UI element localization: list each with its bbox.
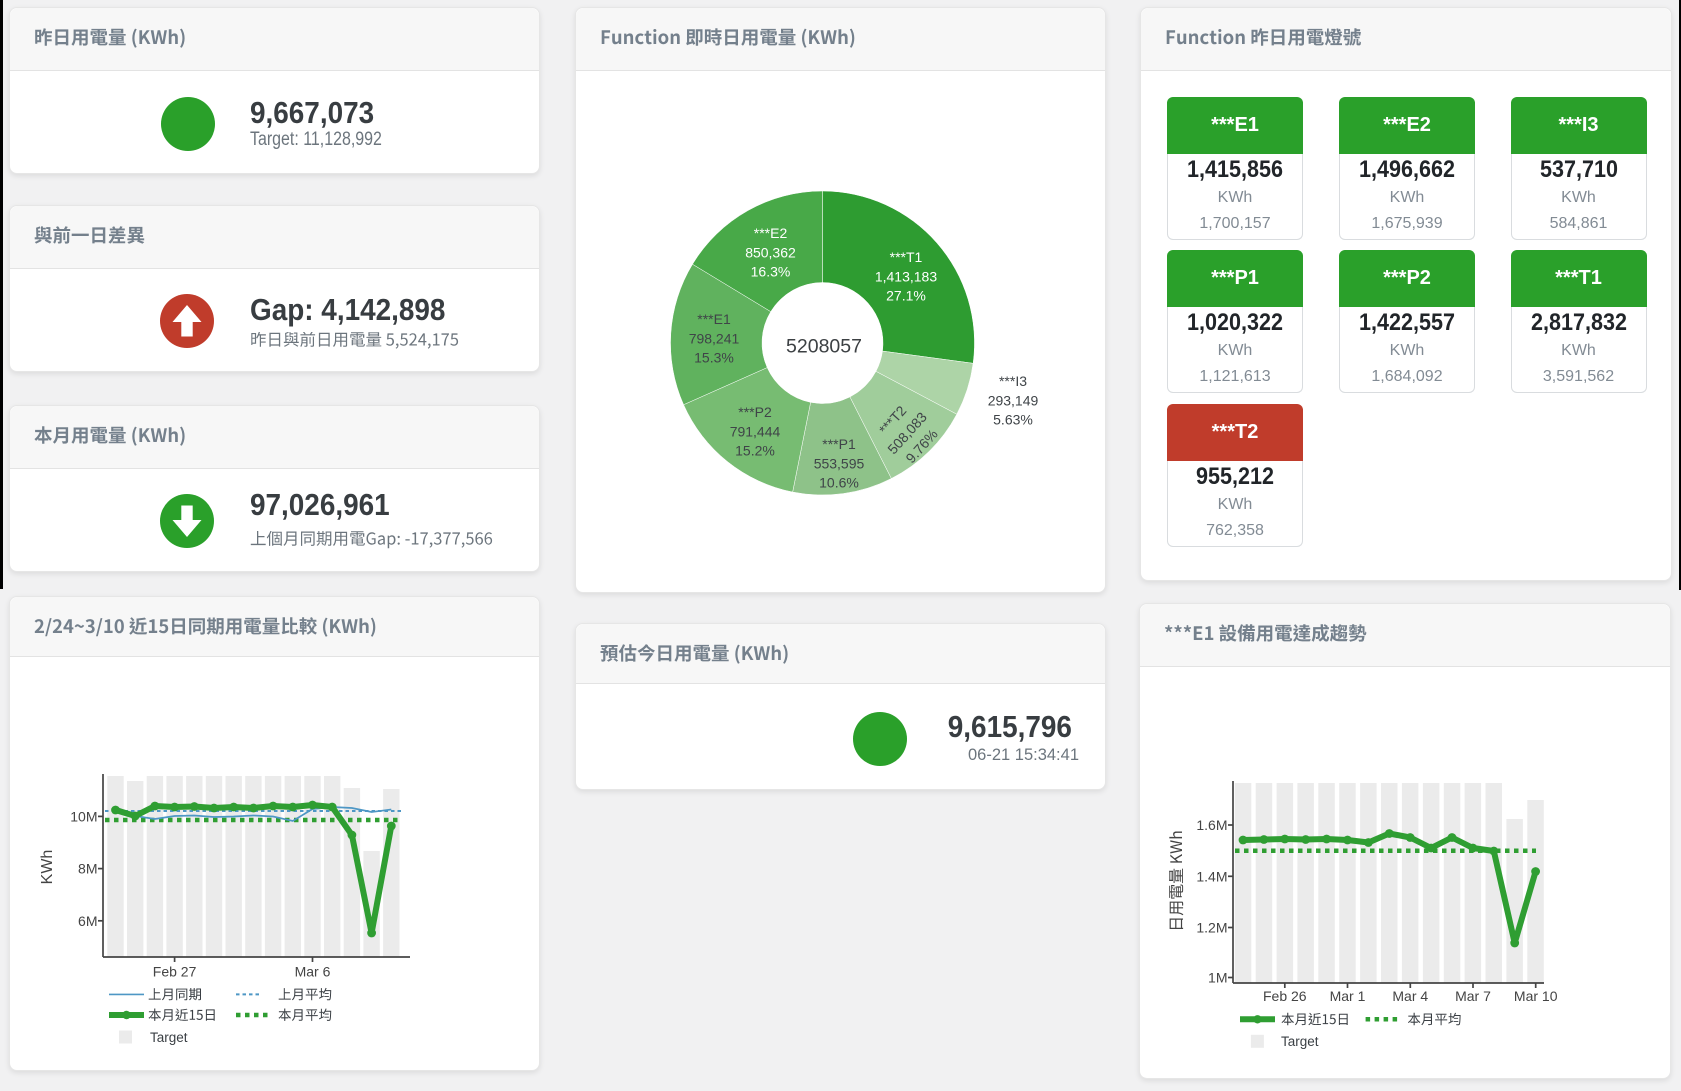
svg-text:1.2M: 1.2M [1196,920,1227,936]
svg-text:10.6%: 10.6% [819,475,859,491]
svg-text:***E2: ***E2 [754,225,788,241]
svg-text:27.1%: 27.1% [886,288,926,304]
svg-text:1.4M: 1.4M [1196,868,1227,884]
svg-text:6M: 6M [78,913,97,929]
svg-text:***E1: ***E1 [697,311,731,327]
svg-text:16.3%: 16.3% [751,264,791,280]
svg-text:Feb 27: Feb 27 [153,964,197,980]
svg-text:15.2%: 15.2% [735,443,775,459]
svg-text:5208057: 5208057 [786,336,862,358]
svg-text:1,413,183: 1,413,183 [875,269,937,285]
svg-text:***I3: ***I3 [999,373,1027,389]
svg-text:1M: 1M [1208,970,1227,986]
svg-text:5.63%: 5.63% [993,412,1033,428]
svg-text:KWh: KWh [39,850,56,885]
svg-text:10M: 10M [70,808,97,824]
svg-text:850,362: 850,362 [745,245,796,261]
svg-text:791,444: 791,444 [730,424,781,440]
svg-text:Mar 6: Mar 6 [295,964,331,980]
svg-text:***P2: ***P2 [738,404,772,420]
svg-text:15.3%: 15.3% [694,350,734,366]
svg-text:***T1: ***T1 [890,249,923,265]
svg-text:1.6M: 1.6M [1196,817,1227,833]
svg-text:Target: Target [150,1030,188,1045]
svg-text:553,595: 553,595 [814,456,865,472]
svg-text:Mar 10: Mar 10 [1514,988,1558,1004]
svg-text:Mar 1: Mar 1 [1330,988,1366,1004]
svg-text:Mar 7: Mar 7 [1455,988,1491,1004]
svg-text:8M: 8M [78,861,97,877]
svg-text:Feb 26: Feb 26 [1263,988,1307,1004]
svg-text:Mar 4: Mar 4 [1392,988,1428,1004]
svg-text:798,241: 798,241 [689,331,740,347]
svg-text:***P1: ***P1 [822,436,856,452]
svg-text:Target: Target [1281,1034,1319,1049]
svg-text:293,149: 293,149 [988,393,1039,409]
